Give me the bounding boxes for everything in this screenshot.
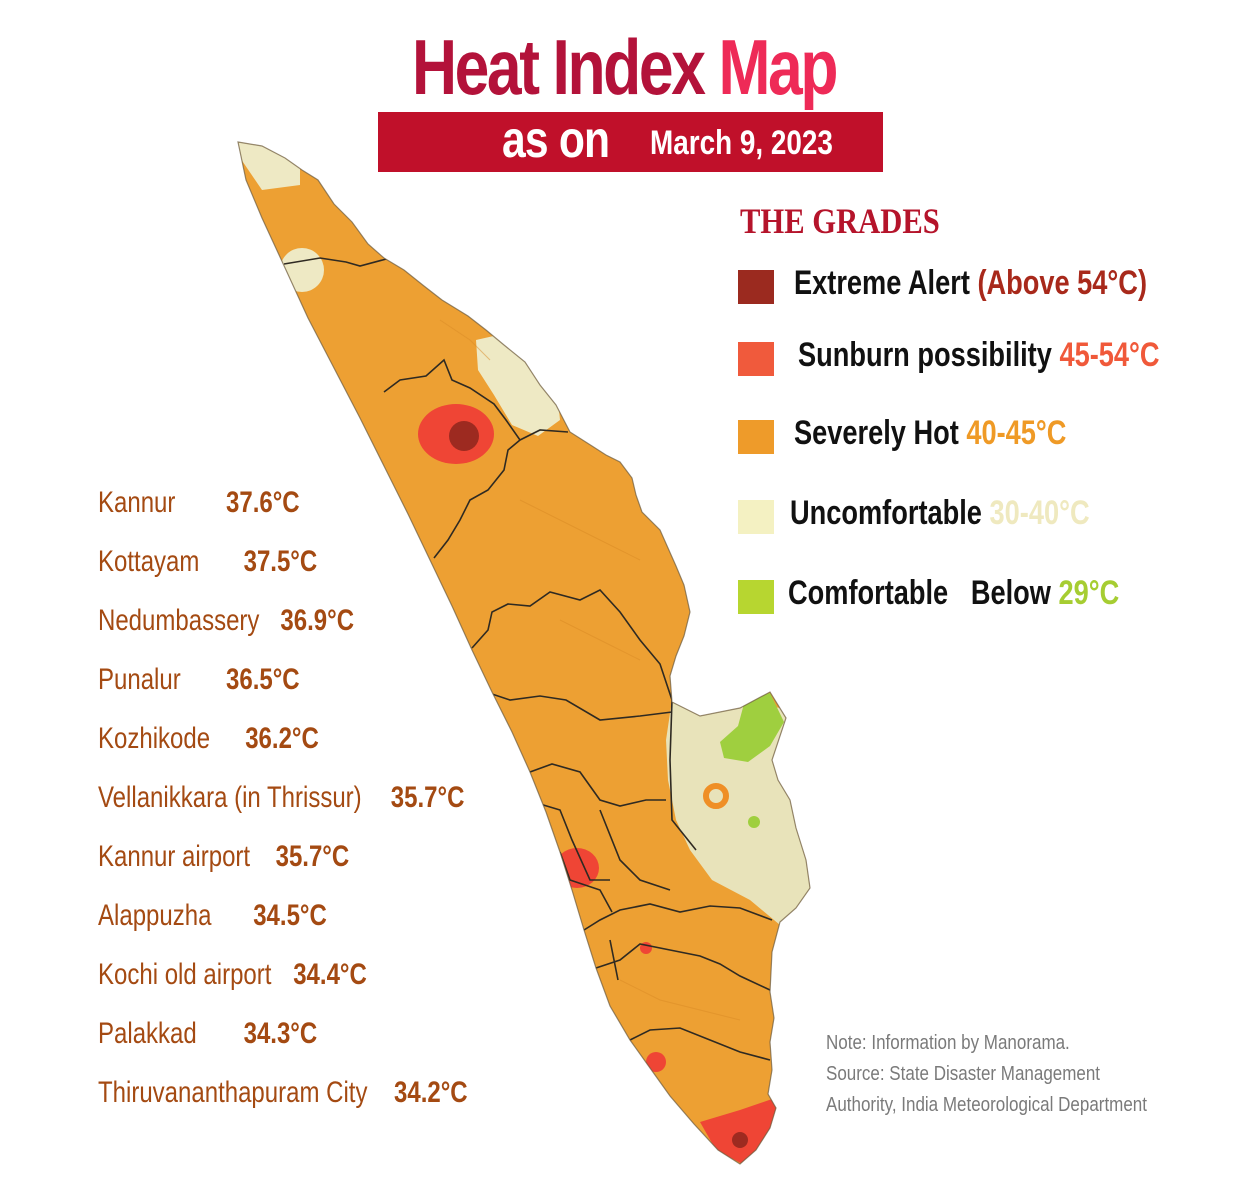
title-part-2: Map	[718, 23, 838, 111]
map-title: Heat Index Map	[125, 22, 1123, 113]
source-note: Note: Information by Manorama. Source: S…	[826, 1028, 1166, 1121]
note-line-2: Source: State Disaster Management	[826, 1063, 1101, 1085]
legend-swatch	[738, 500, 774, 534]
grades-heading: THE GRADES	[740, 201, 940, 241]
legend-swatch	[738, 270, 774, 304]
as-on-label: as on	[502, 111, 610, 169]
legend-label: Extreme Alert	[794, 264, 970, 302]
legend-label: Comfortable Below	[788, 574, 1051, 612]
note-line-3: Authority, India Meteorological Departme…	[826, 1094, 1147, 1116]
legend-swatch	[738, 420, 774, 454]
legend-range: 30-40°C	[989, 494, 1090, 532]
date-banner	[378, 112, 883, 172]
reading-row: Punalur 36.5°C	[98, 663, 300, 696]
reading-row: Nedumbassery 36.9°C	[98, 604, 355, 637]
reading-row: Kannur 37.6°C	[98, 486, 300, 519]
reading-row: Alappuzha 34.5°C	[98, 899, 327, 932]
legend-label: Sunburn possibility	[798, 336, 1052, 374]
legend-swatch	[738, 342, 774, 376]
reading-row: Palakkad 34.3°C	[98, 1017, 318, 1050]
legend-label: Uncomfortable	[790, 494, 982, 532]
legend-range: 29°C	[1058, 574, 1120, 612]
reading-row: Kozhikode 36.2°C	[98, 722, 319, 755]
legend-label: Severely Hot	[794, 414, 959, 452]
legend-range: 45-54°C	[1059, 336, 1160, 374]
legend-swatch	[738, 580, 774, 614]
reading-row: Kannur airport 35.7°C	[98, 840, 350, 873]
reading-row: Kottayam 37.5°C	[98, 545, 318, 578]
reading-row: Thiruvananthapuram City 34.2°C	[98, 1076, 468, 1109]
reading-row: Kochi old airport 34.4°C	[98, 958, 367, 991]
legend-range: 40-45°C	[966, 414, 1067, 452]
date-label: March 9, 2023	[650, 124, 833, 162]
legend-range: (Above 54°C)	[977, 264, 1148, 302]
title-part-1: Heat Index	[411, 23, 706, 111]
reading-row: Vellanikkara (in Thrissur) 35.7°C	[98, 781, 465, 814]
note-line-1: Note: Information by Manorama.	[826, 1032, 1070, 1054]
